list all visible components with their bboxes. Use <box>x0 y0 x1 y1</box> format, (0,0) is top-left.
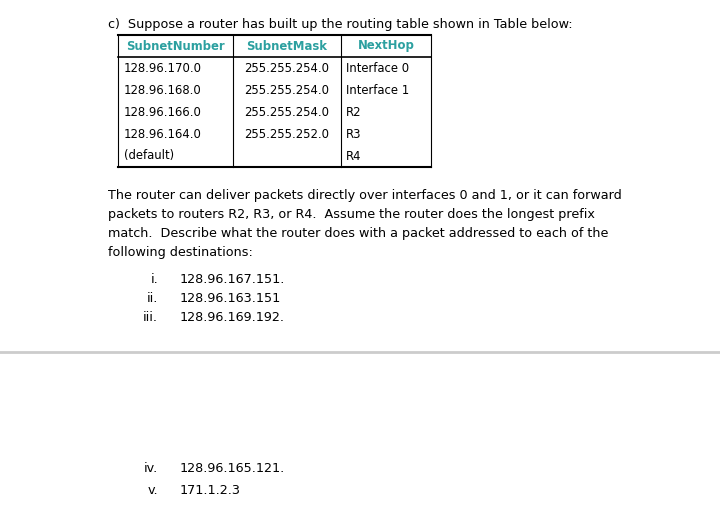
Text: SubnetNumber: SubnetNumber <box>126 40 225 52</box>
Text: 255.255.254.0: 255.255.254.0 <box>245 105 330 118</box>
Text: packets to routers R2, R3, or R4.  Assume the router does the longest prefix: packets to routers R2, R3, or R4. Assume… <box>108 208 595 221</box>
Text: 128.96.166.0: 128.96.166.0 <box>124 105 202 118</box>
Text: following destinations:: following destinations: <box>108 246 253 259</box>
Text: ii.: ii. <box>147 292 158 305</box>
Text: 128.96.165.121.: 128.96.165.121. <box>180 462 285 475</box>
Text: The router can deliver packets directly over interfaces 0 and 1, or it can forwa: The router can deliver packets directly … <box>108 189 622 202</box>
Text: R4: R4 <box>346 150 361 162</box>
Text: i.: i. <box>150 273 158 286</box>
Text: 171.1.2.3: 171.1.2.3 <box>180 484 241 497</box>
Text: c)  Suppose a router has built up the routing table shown in Table below:: c) Suppose a router has built up the rou… <box>108 18 572 31</box>
Text: 255.255.254.0: 255.255.254.0 <box>245 84 330 96</box>
Text: iv.: iv. <box>144 462 158 475</box>
Text: match.  Describe what the router does with a packet addressed to each of the: match. Describe what the router does wit… <box>108 227 608 240</box>
Text: 128.96.169.192.: 128.96.169.192. <box>180 311 285 324</box>
Text: R2: R2 <box>346 105 361 118</box>
Text: 128.96.163.151: 128.96.163.151 <box>180 292 282 305</box>
Text: (default): (default) <box>124 150 174 162</box>
Text: iii.: iii. <box>143 311 158 324</box>
Text: Interface 0: Interface 0 <box>346 61 409 75</box>
Text: 128.96.164.0: 128.96.164.0 <box>124 127 202 141</box>
Text: v.: v. <box>148 484 158 497</box>
Text: R3: R3 <box>346 127 361 141</box>
Text: SubnetMask: SubnetMask <box>246 40 328 52</box>
Text: Interface 1: Interface 1 <box>346 84 409 96</box>
Text: 255.255.254.0: 255.255.254.0 <box>245 61 330 75</box>
Text: 128.96.170.0: 128.96.170.0 <box>124 61 202 75</box>
Text: NextHop: NextHop <box>358 40 415 52</box>
Text: 128.96.168.0: 128.96.168.0 <box>124 84 202 96</box>
Text: 255.255.252.0: 255.255.252.0 <box>245 127 330 141</box>
Text: 128.96.167.151.: 128.96.167.151. <box>180 273 285 286</box>
